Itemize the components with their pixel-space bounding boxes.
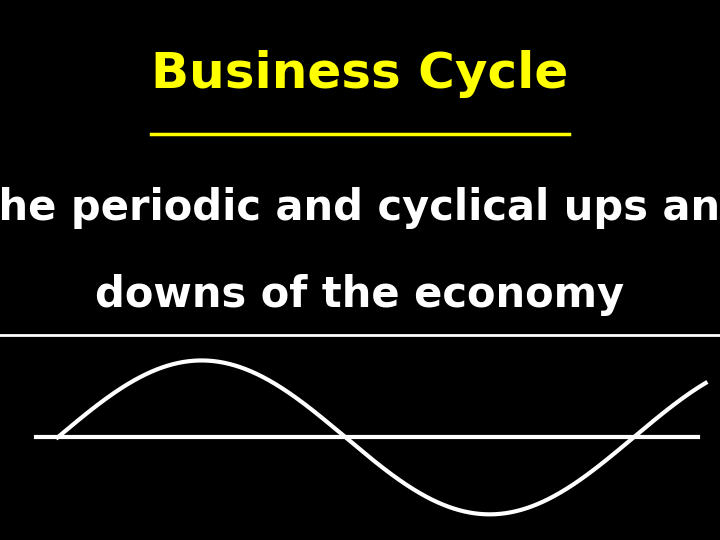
Text: downs of the economy: downs of the economy — [96, 274, 624, 315]
Text: Business Cycle: Business Cycle — [151, 50, 569, 98]
Text: The periodic and cyclical ups and: The periodic and cyclical ups and — [0, 187, 720, 228]
